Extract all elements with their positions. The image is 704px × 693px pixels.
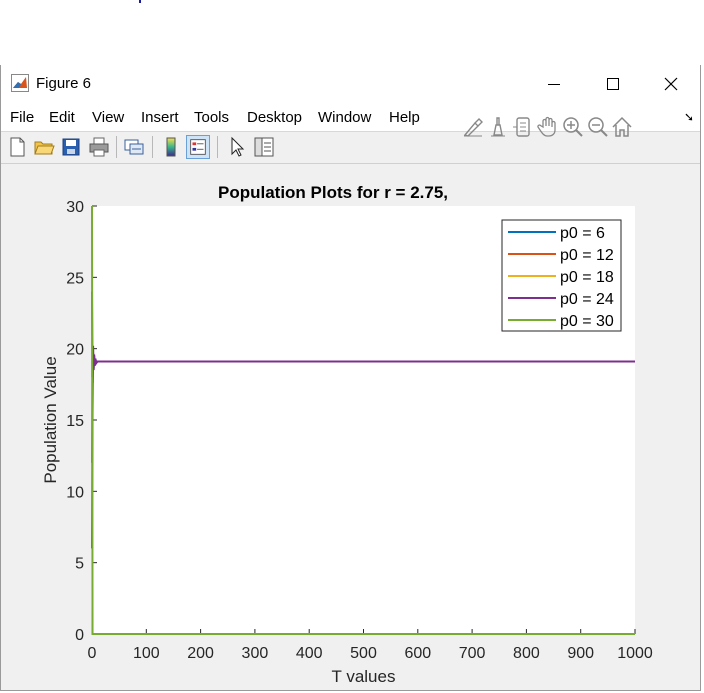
y-tick-label: 25 (66, 270, 84, 287)
data-tips-icon[interactable] (486, 115, 510, 139)
y-tick-label: 0 (75, 627, 84, 644)
x-tick-label: 1000 (617, 645, 653, 662)
legend-label: p0 = 18 (560, 269, 614, 286)
stray-pixel-mark (139, 0, 141, 3)
link-plot-icon[interactable] (122, 135, 146, 159)
y-tick-label: 30 (66, 199, 84, 216)
home-icon[interactable] (610, 115, 634, 139)
minimize-icon (548, 83, 560, 85)
brush-icon[interactable] (461, 115, 485, 139)
toolbar-separator (152, 136, 153, 158)
x-axis-label: T values (332, 667, 396, 686)
y-axis-label: Population Value (41, 356, 60, 483)
open-file-icon[interactable] (32, 135, 56, 159)
menu-tools[interactable]: Tools (194, 109, 230, 126)
x-tick-label: 200 (187, 645, 214, 662)
matlab-app-icon (11, 74, 29, 92)
figure-toolbar (1, 132, 700, 164)
menu-help[interactable]: Help (389, 109, 420, 126)
menu-view[interactable]: View (92, 109, 125, 126)
legend-label: p0 = 24 (560, 291, 614, 308)
legend-label: p0 = 30 (560, 313, 614, 330)
insert-colorbar-icon[interactable] (159, 135, 183, 159)
zoom-in-icon[interactable] (561, 115, 585, 139)
maximize-button[interactable] (590, 65, 636, 102)
data-series (91, 205, 635, 635)
x-tick-label: 600 (404, 645, 431, 662)
menu-window[interactable]: Window (318, 109, 372, 126)
property-inspector-icon[interactable] (252, 135, 276, 159)
y-tick-label: 5 (75, 556, 84, 573)
close-icon (664, 77, 678, 90)
zoom-out-icon[interactable] (586, 115, 610, 139)
legend-label: p0 = 6 (560, 225, 605, 242)
minimize-button[interactable] (531, 65, 577, 102)
save-icon[interactable] (59, 135, 83, 159)
window-title: Figure 6 (36, 75, 92, 92)
restore-view-icon[interactable] (511, 115, 535, 139)
close-button[interactable] (648, 65, 694, 102)
dock-figure-arrow-icon[interactable]: ➘ (683, 110, 694, 124)
menu-desktop[interactable]: Desktop (247, 109, 303, 126)
x-axis: 0 100 200 300 400 500 600 700 800 900 1000 (88, 629, 653, 662)
chart-title: Population Plots for r = 2.75, (218, 183, 448, 202)
menu-file[interactable]: File (10, 109, 35, 126)
x-tick-label: 300 (242, 645, 269, 662)
toolbar-separator (116, 136, 117, 158)
menu-insert[interactable]: Insert (141, 109, 179, 126)
x-tick-label: 700 (459, 645, 486, 662)
pan-icon[interactable] (536, 115, 560, 139)
x-tick-label: 500 (350, 645, 377, 662)
x-tick-label: 900 (567, 645, 594, 662)
x-tick-label: 400 (296, 645, 323, 662)
menu-bar: File Edit View Insert Tools Desktop Wind… (1, 102, 700, 132)
y-tick-label: 20 (66, 342, 84, 359)
legend-label: p0 = 12 (560, 247, 614, 264)
edit-plot-arrow-icon[interactable] (225, 135, 249, 159)
y-tick-label: 15 (66, 413, 84, 430)
title-bar[interactable]: Figure 6 (1, 65, 700, 102)
y-tick-label: 10 (66, 484, 84, 501)
insert-legend-icon[interactable] (186, 135, 210, 159)
x-tick-label: 100 (133, 645, 160, 662)
menu-edit[interactable]: Edit (49, 109, 75, 126)
series-line-5 (91, 205, 635, 635)
toolbar-separator (217, 136, 218, 158)
x-tick-label: 800 (513, 645, 540, 662)
x-tick-label: 0 (88, 645, 97, 662)
maximize-icon (607, 77, 619, 90)
new-figure-icon[interactable] (5, 135, 29, 159)
print-icon[interactable] (87, 135, 111, 159)
legend[interactable]: p0 = 6 p0 = 12 p0 = 18 p0 = 24 p0 = 30 (501, 219, 622, 332)
